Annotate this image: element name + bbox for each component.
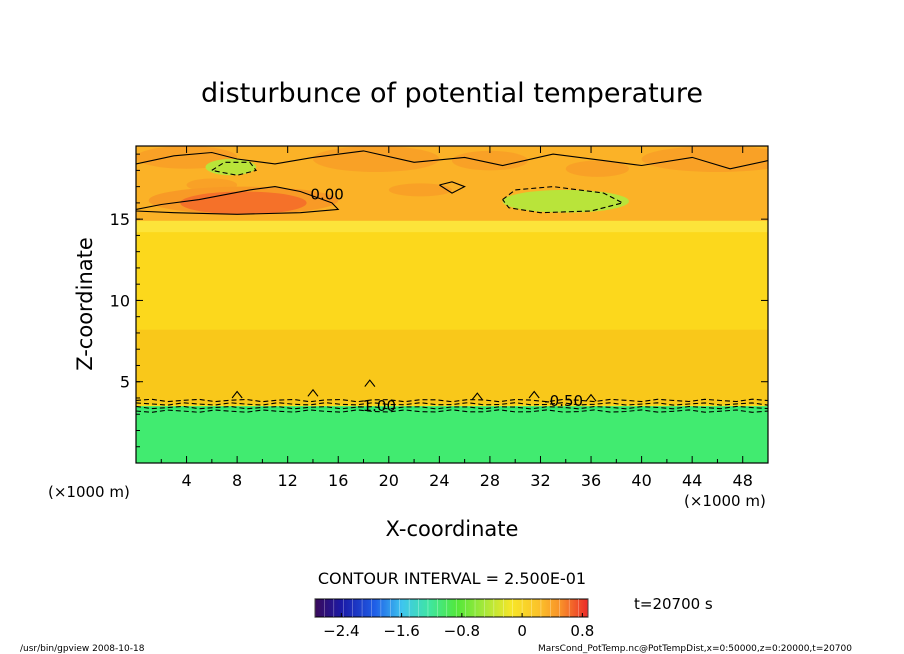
chart-title: disturbunce of potential temperature (201, 78, 703, 109)
colorbar-tick-label: −1.6 (383, 622, 419, 640)
middle-top-shade (136, 220, 768, 233)
x-tick-label: 4 (181, 471, 191, 490)
contour-zero-warm (136, 186, 340, 215)
middle-lower-shade (136, 329, 768, 405)
plot-frame (135, 145, 769, 464)
colorbar-tick-label: 0.8 (570, 622, 594, 640)
y-tick-label: 15 (110, 210, 130, 229)
contour-blip-3 (471, 392, 483, 400)
contour-blip-5 (585, 393, 597, 402)
contour-label-1: -1.00 (357, 397, 396, 415)
upper-patch-2 (452, 150, 528, 171)
x-tick-label: 12 (278, 471, 298, 490)
footer-right: MarsCond_PotTemp.nc@PotTempDist,x=0:5000… (538, 644, 852, 654)
x-tick-label: 40 (631, 471, 651, 490)
colorbar-ticks: −2.4 −1.6 −0.8 0 0.8 (323, 613, 594, 640)
contour-boundary-0 (136, 398, 768, 403)
y-axis-label: Z-coordinate (73, 237, 97, 371)
x-tick-label: 44 (682, 471, 702, 490)
contour-zero-upper (136, 150, 768, 170)
y-tick-label: 10 (110, 291, 130, 310)
x-tick-label: 8 (232, 471, 242, 490)
colorbar-tick-label: −0.8 (444, 622, 480, 640)
upper-patch-3 (641, 146, 768, 173)
x-tick-label: 48 (733, 471, 753, 490)
footer-left: /usr/bin/gpview 2008-10-18 (20, 644, 145, 654)
warm-anomaly-core (180, 191, 307, 215)
x-axis-label: X-coordinate (386, 517, 519, 541)
region-lower-layer (136, 406, 768, 463)
contour-boundary-1 (136, 402, 768, 406)
x-tick-label: 28 (480, 471, 500, 490)
contour-blip-0 (307, 388, 319, 397)
x-unit-right: (×1000 m) (684, 492, 766, 510)
contour-cool-small (211, 161, 258, 176)
contour-boundary-3 (136, 409, 768, 413)
x-unit-left: (×1000 m) (48, 483, 130, 501)
lower-shade (136, 409, 768, 463)
y-axis: 5 10 15 (110, 153, 768, 448)
time-label: t=20700 s (634, 595, 713, 613)
x-tick-label: 32 (530, 471, 550, 490)
x-tick-label: 36 (581, 471, 601, 490)
colorbar-tick-label: −2.4 (323, 622, 359, 640)
contour-boundary-2 (136, 405, 768, 410)
contour-label-2: -0.50 (544, 392, 583, 410)
colorbar-fill (314, 598, 589, 618)
contour-interval: CONTOUR INTERVAL = 2.500E-01 (318, 569, 586, 588)
contour-label-0: 0.00 (310, 186, 343, 204)
x-tick-label: 24 (429, 471, 449, 490)
upper-patch-5 (388, 183, 452, 197)
x-tick-label: 20 (379, 471, 399, 490)
contour-blip-2 (231, 390, 243, 399)
contour-blip-4 (528, 390, 540, 399)
contour-blip-1 (364, 379, 376, 387)
colorbar: −2.4 −1.6 −0.8 0 0.8 (314, 598, 594, 640)
contour-zero-small (439, 181, 466, 194)
colorbar-tick-label: 0 (517, 622, 527, 640)
x-axis: 4 8 12 16 20 24 28 32 36 40 44 48 (160, 146, 753, 490)
contour-cool (502, 186, 625, 214)
upper-patch-6 (565, 160, 629, 177)
x-tick-label: 16 (328, 471, 348, 490)
cool-anomaly (502, 189, 629, 213)
y-tick-label: 5 (120, 373, 130, 392)
plot-area: 0.00 -1.00 -0.50 (136, 146, 768, 463)
upper-patch-1 (312, 146, 440, 173)
